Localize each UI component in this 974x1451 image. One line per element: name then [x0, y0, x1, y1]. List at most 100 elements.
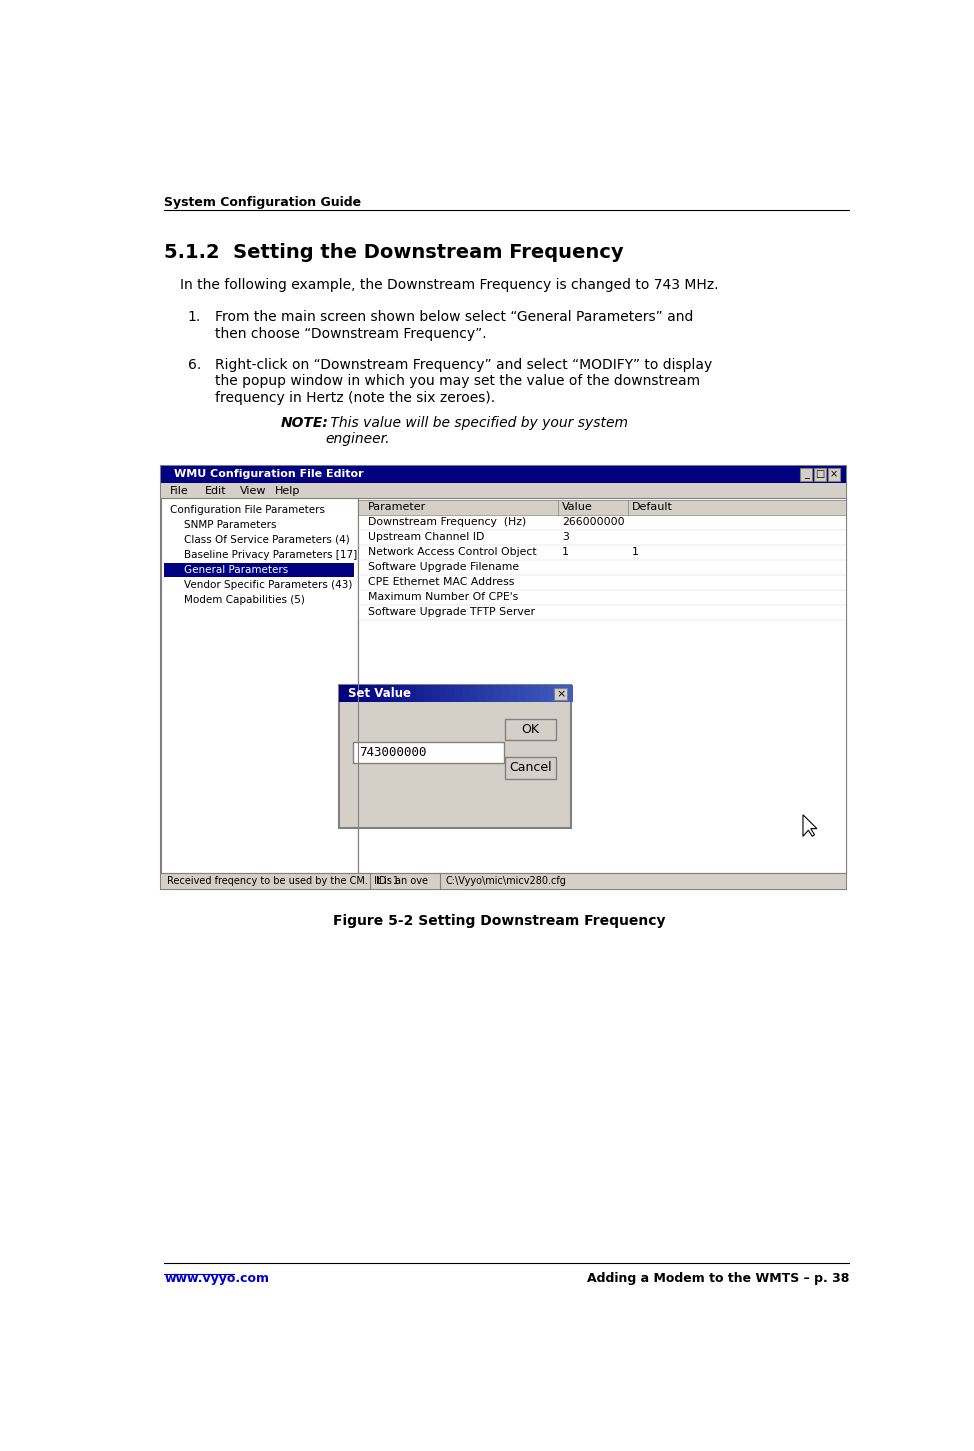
- Text: View: View: [240, 486, 266, 496]
- Text: System Configuration Guide: System Configuration Guide: [165, 196, 361, 209]
- Bar: [161, 466, 845, 889]
- Bar: [424, 685, 433, 702]
- Text: Upstream Channel ID: Upstream Channel ID: [368, 533, 485, 543]
- Text: Received freqency to be used by the CM.  It is an ove: Received freqency to be used by the CM. …: [167, 876, 428, 887]
- Text: www.vyyo.com: www.vyyo.com: [165, 1273, 270, 1286]
- Bar: [463, 685, 472, 702]
- Text: File: File: [169, 486, 189, 496]
- Bar: [393, 685, 402, 702]
- Bar: [416, 685, 426, 702]
- Text: 1: 1: [632, 547, 639, 557]
- Bar: [564, 685, 573, 702]
- Text: 743000000: 743000000: [358, 746, 427, 759]
- Bar: [800, 469, 812, 480]
- Bar: [509, 685, 518, 702]
- Text: Right-click on “Downstream Frequency” and select “MODIFY” to display
the popup w: Right-click on “Downstream Frequency” an…: [214, 358, 712, 405]
- Bar: [358, 560, 845, 575]
- Bar: [358, 591, 845, 605]
- Text: Figure 5-2 Setting Downstream Frequency: Figure 5-2 Setting Downstream Frequency: [333, 914, 665, 929]
- Text: 3: 3: [562, 533, 569, 543]
- Text: _: _: [804, 470, 808, 479]
- Text: C:\Vyyo\mic\micv280.cfg: C:\Vyyo\mic\micv280.cfg: [446, 876, 567, 887]
- Text: Value: Value: [562, 502, 593, 512]
- Bar: [358, 575, 845, 591]
- Text: Cancel: Cancel: [509, 762, 552, 775]
- Bar: [828, 469, 841, 480]
- Text: Software Upgrade TFTP Server: Software Upgrade TFTP Server: [368, 608, 535, 618]
- Bar: [525, 685, 534, 702]
- Bar: [533, 685, 542, 702]
- Bar: [439, 685, 449, 702]
- Bar: [455, 685, 465, 702]
- Text: Adding a Modem to the WMTS – p. 38: Adding a Modem to the WMTS – p. 38: [587, 1273, 849, 1286]
- Bar: [378, 685, 387, 702]
- Bar: [355, 685, 363, 702]
- Text: 5.1.2  Setting the Downstream Frequency: 5.1.2 Setting the Downstream Frequency: [165, 244, 624, 263]
- Bar: [447, 685, 457, 702]
- Bar: [400, 685, 410, 702]
- Text: ×: ×: [556, 689, 566, 699]
- Bar: [358, 605, 845, 620]
- Bar: [556, 685, 565, 702]
- Bar: [165, 563, 355, 577]
- Bar: [506, 757, 556, 779]
- Bar: [358, 498, 845, 872]
- Text: In the following example, the Downstream Frequency is changed to 743 MHz.: In the following example, the Downstream…: [180, 279, 719, 292]
- Text: Software Upgrade Filename: Software Upgrade Filename: [368, 563, 519, 572]
- Text: Set Value: Set Value: [348, 688, 411, 701]
- Bar: [431, 685, 441, 702]
- Bar: [814, 469, 826, 480]
- Text: NOTE:: NOTE:: [281, 416, 328, 429]
- Text: From the main screen shown below select “General Parameters” and
then choose “Do: From the main screen shown below select …: [214, 311, 693, 341]
- Bar: [161, 483, 845, 498]
- Bar: [408, 685, 418, 702]
- Text: SNMP Parameters: SNMP Parameters: [184, 519, 277, 530]
- Bar: [339, 685, 571, 829]
- Text: OK: OK: [521, 723, 540, 736]
- Bar: [347, 685, 356, 702]
- Text: Downstream Frequency  (Hz): Downstream Frequency (Hz): [368, 518, 527, 527]
- Text: WMU Configuration File Editor: WMU Configuration File Editor: [174, 470, 364, 479]
- Text: Help: Help: [275, 486, 300, 496]
- Bar: [486, 685, 496, 702]
- Text: Default: Default: [632, 502, 673, 512]
- Bar: [161, 872, 845, 889]
- Bar: [506, 718, 556, 740]
- Text: Baseline Privacy Parameters [17]: Baseline Privacy Parameters [17]: [184, 550, 357, 560]
- Text: 1.: 1.: [188, 311, 201, 325]
- Bar: [548, 685, 557, 702]
- Text: Maximum Number Of CPE's: Maximum Number Of CPE's: [368, 592, 518, 602]
- Bar: [502, 685, 510, 702]
- Polygon shape: [803, 815, 817, 836]
- Text: CPE Ethernet MAC Address: CPE Ethernet MAC Address: [368, 577, 514, 588]
- Bar: [478, 685, 488, 702]
- Bar: [358, 530, 845, 546]
- Text: ID: 1: ID: 1: [376, 876, 399, 887]
- Bar: [517, 685, 526, 702]
- Bar: [362, 685, 371, 702]
- Text: Configuration File Parameters: Configuration File Parameters: [169, 505, 324, 515]
- Bar: [339, 685, 348, 702]
- Text: Vendor Specific Parameters (43): Vendor Specific Parameters (43): [184, 580, 353, 589]
- Text: 6.: 6.: [188, 358, 201, 371]
- Bar: [370, 685, 379, 702]
- Text: Modem Capabilities (5): Modem Capabilities (5): [184, 595, 305, 605]
- Bar: [358, 546, 845, 560]
- Bar: [554, 688, 568, 699]
- Bar: [470, 685, 480, 702]
- Text: Network Access Control Object: Network Access Control Object: [368, 547, 537, 557]
- Text: ×: ×: [830, 470, 838, 479]
- Bar: [541, 685, 549, 702]
- Text: □: □: [815, 470, 825, 479]
- Bar: [161, 466, 845, 483]
- Bar: [494, 685, 503, 702]
- Text: 1: 1: [562, 547, 569, 557]
- Text: General Parameters: General Parameters: [184, 564, 288, 575]
- Bar: [358, 499, 845, 515]
- Text: 266000000: 266000000: [562, 518, 624, 527]
- Text: Edit: Edit: [205, 486, 226, 496]
- Bar: [353, 741, 504, 763]
- Bar: [358, 515, 845, 530]
- Bar: [386, 685, 394, 702]
- Text: Class Of Service Parameters (4): Class Of Service Parameters (4): [184, 535, 350, 544]
